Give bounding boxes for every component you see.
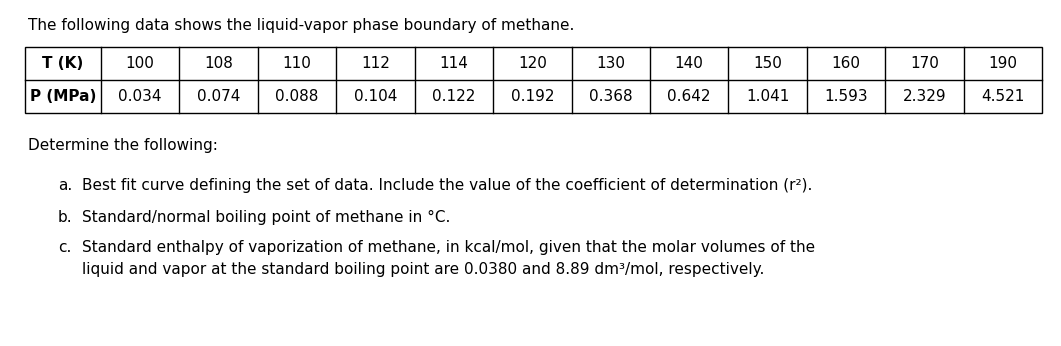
- Text: 130: 130: [596, 56, 625, 71]
- Text: 0.122: 0.122: [432, 89, 475, 104]
- Text: The following data shows the liquid-vapor phase boundary of methane.: The following data shows the liquid-vapo…: [28, 18, 574, 33]
- Text: Standard/normal boiling point of methane in °C.: Standard/normal boiling point of methane…: [82, 210, 450, 225]
- Text: 0.074: 0.074: [197, 89, 240, 104]
- Text: 112: 112: [361, 56, 389, 71]
- Text: b.: b.: [58, 210, 72, 225]
- Text: 108: 108: [204, 56, 233, 71]
- Text: 0.034: 0.034: [119, 89, 162, 104]
- Text: 114: 114: [439, 56, 468, 71]
- Text: 150: 150: [753, 56, 782, 71]
- Bar: [25, 47, 1042, 113]
- Text: a.: a.: [58, 178, 72, 193]
- Text: c.: c.: [58, 240, 71, 255]
- Text: 100: 100: [126, 56, 155, 71]
- Text: 0.368: 0.368: [589, 89, 632, 104]
- Text: 190: 190: [988, 56, 1017, 71]
- Text: P (MPa): P (MPa): [30, 89, 97, 104]
- Text: 110: 110: [282, 56, 312, 71]
- Text: 0.642: 0.642: [667, 89, 711, 104]
- Text: 140: 140: [675, 56, 703, 71]
- Text: 4.521: 4.521: [981, 89, 1025, 104]
- Text: 0.088: 0.088: [276, 89, 318, 104]
- Text: 120: 120: [518, 56, 546, 71]
- Text: Standard enthalpy of vaporization of methane, in kcal/mol, given that the molar : Standard enthalpy of vaporization of met…: [82, 240, 815, 255]
- Text: 2.329: 2.329: [903, 89, 946, 104]
- Text: 1.041: 1.041: [746, 89, 789, 104]
- Text: Best fit curve defining the set of data. Include the value of the coefficient of: Best fit curve defining the set of data.…: [82, 178, 813, 193]
- Text: 1.593: 1.593: [824, 89, 868, 104]
- Text: 160: 160: [832, 56, 860, 71]
- Text: liquid and vapor at the standard boiling point are 0.0380 and 8.89 dm³/mol, resp: liquid and vapor at the standard boiling…: [82, 262, 764, 277]
- Text: T (K): T (K): [42, 56, 84, 71]
- Text: 0.192: 0.192: [510, 89, 554, 104]
- Text: Determine the following:: Determine the following:: [28, 138, 218, 153]
- Text: 0.104: 0.104: [353, 89, 397, 104]
- Text: 170: 170: [910, 56, 939, 71]
